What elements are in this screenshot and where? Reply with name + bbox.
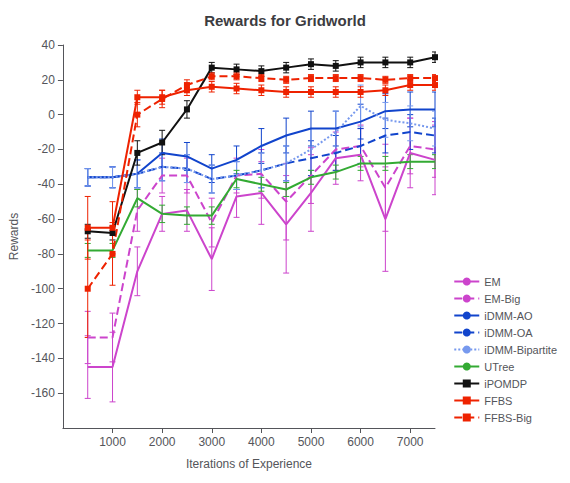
svg-text:FFBS: FFBS [484, 395, 512, 407]
svg-text:6000: 6000 [347, 435, 374, 449]
svg-text:iDMM-Bipartite: iDMM-Bipartite [484, 344, 557, 356]
svg-text:0: 0 [48, 108, 55, 122]
svg-text:1000: 1000 [99, 435, 126, 449]
svg-text:2000: 2000 [149, 435, 176, 449]
svg-text:UTree: UTree [484, 361, 514, 373]
svg-text:iDMM-AO: iDMM-AO [484, 310, 533, 322]
svg-text:Rewards for Gridworld: Rewards for Gridworld [204, 12, 366, 29]
svg-text:-100: -100 [31, 282, 55, 296]
svg-text:7000: 7000 [397, 435, 424, 449]
svg-text:3000: 3000 [198, 435, 225, 449]
svg-text:iDMM-OA: iDMM-OA [484, 327, 533, 339]
svg-text:-80: -80 [38, 247, 56, 261]
svg-text:iPOMDP: iPOMDP [484, 378, 527, 390]
svg-text:EM-Big: EM-Big [484, 293, 520, 305]
svg-text:FFBS-Big: FFBS-Big [484, 412, 532, 424]
svg-text:4000: 4000 [248, 435, 275, 449]
svg-text:20: 20 [42, 73, 56, 87]
svg-text:5000: 5000 [298, 435, 325, 449]
svg-text:Rewards: Rewards [7, 213, 21, 260]
svg-text:-40: -40 [38, 177, 56, 191]
svg-text:-60: -60 [38, 212, 56, 226]
svg-text:40: 40 [42, 38, 56, 52]
svg-text:-20: -20 [38, 142, 56, 156]
svg-text:-160: -160 [31, 386, 55, 400]
svg-text:-140: -140 [31, 351, 55, 365]
svg-text:EM: EM [484, 276, 501, 288]
svg-text:-120: -120 [31, 317, 55, 331]
svg-text:Iterations of Experience: Iterations of Experience [186, 457, 312, 471]
